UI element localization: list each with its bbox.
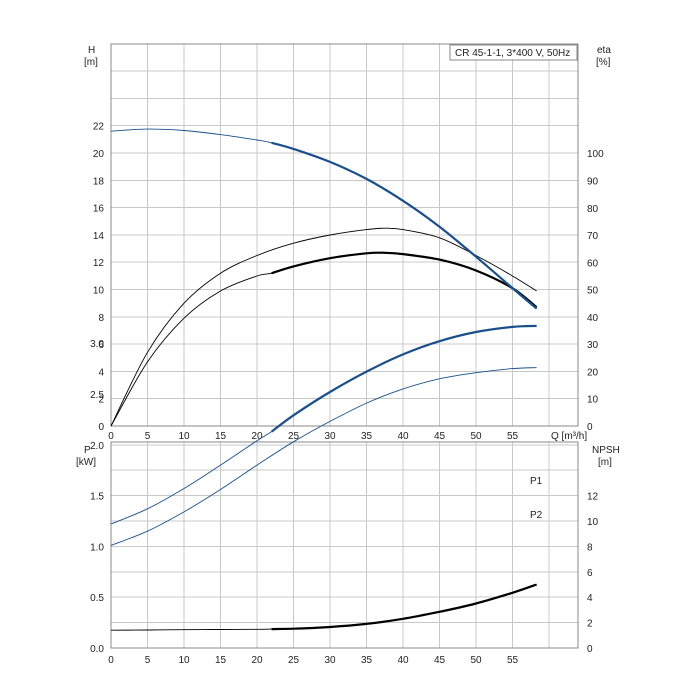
top-x-tick-label: 5 xyxy=(145,431,151,442)
bottom-panel-power-npsh: 0 5 10 15 20 25 30 35 40 45 50 550.00.51.01.52.02.5… xyxy=(76,324,620,666)
p-tick-label: 1.5 xyxy=(90,492,104,503)
h-tick-label: 4 xyxy=(98,367,104,378)
top-x-tick-label: 45 xyxy=(434,431,446,442)
npsh-tick-label: 2 xyxy=(587,619,593,630)
eta-axis-title: eta xyxy=(597,45,611,56)
top-x-tick-label: 50 xyxy=(470,431,482,442)
title-box xyxy=(449,44,578,61)
npsh-axis-unit: [m] xyxy=(598,457,612,468)
top-panel-hq-efficiency: 0 5 10 15 20 25 30 35 40 45 50 55 Q [m³/h]0246810121… xyxy=(84,43,611,442)
top-x-tick-label: 10 xyxy=(178,431,190,442)
bottom-x-tick-label: 30 xyxy=(324,655,336,666)
eta-axis-unit: [%] xyxy=(596,57,611,68)
eta-tick-label: 100 xyxy=(587,149,604,160)
npsh-tick-label: 0 xyxy=(587,644,593,655)
p-axis-unit: [kW] xyxy=(76,457,96,468)
eta-tick-label: 80 xyxy=(587,204,599,215)
h-tick-label: 22 xyxy=(93,122,105,133)
bottom-x-tick-label: 55 xyxy=(507,655,519,666)
top-x-tick-label: 20 xyxy=(251,431,263,442)
npsh-curve-operating-range xyxy=(271,583,537,631)
bottom-x-tick-label: 50 xyxy=(470,655,482,666)
top-x-tick-label: 25 xyxy=(288,431,300,442)
eta-tick-label: 90 xyxy=(587,176,599,187)
top-x-tick-label: 0 xyxy=(108,431,114,442)
h-tick-label: 20 xyxy=(93,149,105,160)
bottom-x-tick-label: 5 xyxy=(145,655,151,666)
npsh-curve-thin xyxy=(110,584,537,631)
h-tick-label: 12 xyxy=(93,258,105,269)
bottom-x-tick-label: 25 xyxy=(288,655,300,666)
p-tick-label: 3.0 xyxy=(90,339,104,350)
h-tick-label: 18 xyxy=(93,176,105,187)
bottom-x-tick-label: 15 xyxy=(215,655,227,666)
p1-curve-operating-range xyxy=(270,324,537,433)
h-tick-label: 10 xyxy=(93,286,105,297)
eta-tick-label: 10 xyxy=(587,395,599,406)
h-tick-label: 6 xyxy=(98,340,104,351)
npsh-axis-title: NPSH xyxy=(592,445,620,456)
x-axis-label: Q [m³/h] xyxy=(551,431,587,442)
h-curve-thin xyxy=(110,128,537,309)
eta-curve-lower-thin xyxy=(110,252,537,427)
h-curve-operating-range xyxy=(271,141,538,310)
p-axis-title: P xyxy=(84,445,91,456)
p2-series-label: P2 xyxy=(530,510,543,521)
eta-tick-label: 70 xyxy=(587,231,599,242)
eta-tick-label: 20 xyxy=(587,367,599,378)
bottom-x-tick-label: 20 xyxy=(251,655,263,666)
bottom-plot-frame xyxy=(110,441,579,649)
p-tick-label: 0.0 xyxy=(90,644,104,655)
p-tick-label: 2.5 xyxy=(90,390,104,401)
eta-tick-label: 0 xyxy=(587,422,593,433)
eta-tick-label: 60 xyxy=(587,258,599,269)
bottom-x-tick-label: 10 xyxy=(178,655,190,666)
p-tick-label: 2.0 xyxy=(90,441,104,452)
h-tick-label: 16 xyxy=(93,204,105,215)
p2-curve-thin xyxy=(110,367,537,546)
h-axis-unit: [m] xyxy=(84,57,98,68)
eta-tick-label: 50 xyxy=(587,286,599,297)
p1-series-label: P1 xyxy=(530,476,543,487)
top-x-tick-label: 35 xyxy=(361,431,373,442)
p-tick-label: 0.5 xyxy=(90,593,104,604)
npsh-tick-label: 8 xyxy=(587,542,593,553)
h-tick-label: 14 xyxy=(93,231,105,242)
h-tick-label: 0 xyxy=(98,422,104,433)
eta-tick-label: 30 xyxy=(587,340,599,351)
h-tick-label: 8 xyxy=(98,313,104,324)
bottom-x-tick-label: 35 xyxy=(361,655,373,666)
npsh-tick-label: 10 xyxy=(587,517,599,528)
h-axis-title: H xyxy=(88,45,95,56)
bottom-x-tick-label: 45 xyxy=(434,655,446,666)
npsh-tick-label: 4 xyxy=(587,593,593,604)
top-plot-frame xyxy=(110,43,579,427)
chart-title: CR 45-1-1, 3*400 V, 50Hz xyxy=(455,48,570,59)
top-x-tick-label: 30 xyxy=(324,431,336,442)
bottom-x-tick-label: 0 xyxy=(108,655,114,666)
bottom-x-tick-label: 40 xyxy=(397,655,409,666)
npsh-tick-label: 12 xyxy=(587,492,599,503)
h-tick-label: 2 xyxy=(98,395,104,406)
top-x-tick-label: 40 xyxy=(397,431,409,442)
top-x-tick-label: 15 xyxy=(215,431,227,442)
eta-tick-label: 40 xyxy=(587,313,599,324)
npsh-tick-label: 6 xyxy=(587,568,593,579)
eta-curve-lower-operating-range xyxy=(271,251,538,309)
top-x-tick-label: 55 xyxy=(507,431,519,442)
p-tick-label: 1.0 xyxy=(90,542,104,553)
